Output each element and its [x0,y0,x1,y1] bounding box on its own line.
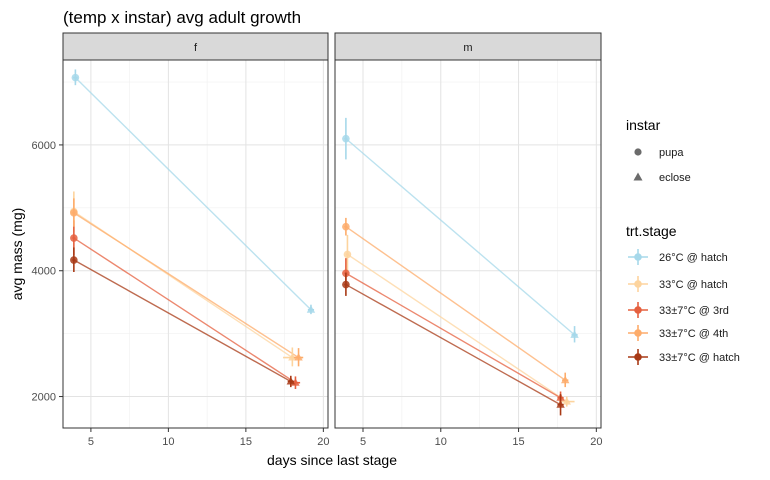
legend-instar-title: instar [626,117,661,133]
x-tick-label: 15 [512,436,524,448]
series-line-4 [73,259,292,383]
panel-f: f [62,32,329,429]
point-eclose-0 [306,305,316,313]
point-pupa-0 [342,134,350,143]
series-line-1 [347,253,568,403]
legend-trt-label-1: 33°C @ hatch [659,279,728,291]
point-eclose-4 [286,376,296,385]
facet-strip [62,32,329,61]
series-line-2 [73,237,296,384]
panel-background [63,60,328,428]
facet-label: f [194,42,198,54]
series-line-0 [345,138,576,336]
x-tick-label: 10 [162,436,174,448]
legend-eclose-triangle-icon [633,172,643,181]
legend-trt-label-2: 33±7°C @ 3rd [659,305,729,317]
point-pupa-4 [70,256,78,264]
legend-key-point [634,353,642,361]
legend-trt-label-4: 33±7°C @ hatch [659,352,740,364]
y-tick-label: 4000 [32,266,56,278]
x-axis-ticks: 5 10 15 20 5 10 15 20 [88,428,602,448]
point-eclose-4 [556,400,565,408]
series-line-3 [345,226,566,381]
panel-m: m [334,32,602,429]
facet-strip [334,32,602,61]
series-line-4 [345,283,561,406]
point-pupa-3 [70,209,78,217]
legend-key-point [634,306,642,314]
series-line-2 [345,272,561,399]
point-eclose-1 [562,397,571,405]
legend-eclose-label: eclose [659,172,691,184]
y-tick-label: 6000 [32,140,56,152]
legend-trt-stage: trt.stage 26°C @ hatch 33°C @ hatch 33±7… [626,223,740,365]
series-line-0 [74,77,312,311]
y-axis-label: avg mass (mg) [9,208,25,301]
point-pupa-1 [343,250,352,259]
x-tick-label: 20 [317,436,329,448]
x-tick-label: 20 [590,436,602,448]
x-tick-label: 10 [435,436,447,448]
legend-trt-label-0: 26°C @ hatch [659,252,728,264]
legend-instar: instar pupa eclose [626,117,691,184]
x-tick-label: 5 [360,436,366,448]
x-tick-label: 5 [88,436,94,448]
legend-trt-title: trt.stage [626,223,677,239]
facet-label: m [463,42,472,54]
x-tick-label: 15 [240,436,252,448]
legend-key-point [634,253,642,261]
x-axis-label: days since last stage [267,452,397,468]
y-tick-label: 2000 [32,392,56,404]
series-line-3 [73,212,299,359]
y-axis-ticks: 2000 4000 6000 [32,140,63,404]
point-pupa-4 [342,280,350,289]
point-eclose-0 [570,330,579,338]
chart-title: (temp x instar) avg adult growth [63,8,301,27]
point-eclose-3 [294,353,303,361]
legend-key-point [634,329,642,337]
point-eclose-1 [288,353,297,361]
legend-pupa-label: pupa [659,147,684,159]
point-pupa-0 [71,73,80,82]
point-eclose-3 [561,375,570,384]
point-pupa-2 [70,234,78,242]
legend-key-point [634,280,642,288]
legend-trt-keys [628,249,648,365]
point-pupa-3 [342,222,350,231]
legend-trt-label-3: 33±7°C @ 4th [659,328,728,340]
legend-pupa-circle-icon [634,148,642,156]
